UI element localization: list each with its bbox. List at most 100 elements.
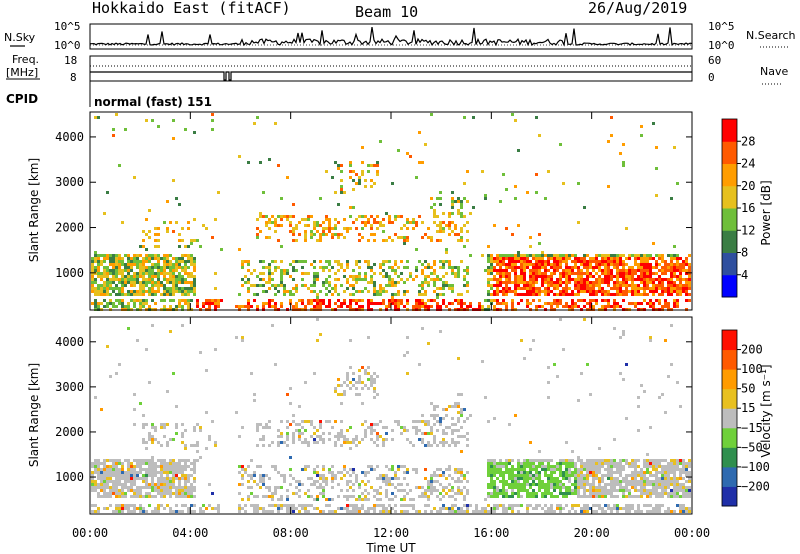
range-gate-cell (436, 468, 439, 471)
range-gate-cell (94, 299, 97, 302)
range-gate-cell (526, 287, 529, 290)
range-gate-cell (559, 468, 562, 471)
range-gate-cell (187, 510, 190, 513)
range-gate-cell (679, 474, 682, 477)
range-gate-cell (619, 489, 622, 492)
range-gate-cell (505, 492, 508, 495)
range-gate-cell (568, 471, 571, 474)
range-gate-cell (490, 462, 493, 465)
range-gate-cell (631, 287, 634, 290)
range-gate-cell (460, 293, 463, 296)
range-gate-cell (562, 495, 565, 498)
range-gate-cell (331, 471, 334, 474)
range-gate-cell (529, 441, 532, 444)
range-gate-cell (670, 293, 673, 296)
range-gate-cell (352, 206, 355, 209)
range-gate-cell (271, 324, 274, 327)
range-gate-cell (625, 284, 628, 287)
range-gate-cell (496, 507, 499, 510)
range-gate-cell (157, 269, 160, 272)
range-gate-cell (328, 290, 331, 293)
range-gate-cell (100, 474, 103, 477)
range-gate-cell (586, 504, 589, 507)
range-gate-cell (553, 257, 556, 260)
range-gate-cell (352, 293, 355, 296)
range-gate-cell (328, 263, 331, 266)
range-gate-cell (427, 420, 430, 423)
noise-tick-top-right: 10^5 (708, 20, 735, 33)
range-gate-cell (688, 284, 691, 287)
range-gate-cell (433, 507, 436, 510)
range-gate-cell (157, 257, 160, 260)
range-gate-cell (466, 221, 469, 224)
range-gate-cell (217, 302, 220, 305)
range-gate-cell (100, 468, 103, 471)
range-gate-cell (487, 284, 490, 287)
noise-tick-top-left: 10^5 (54, 20, 81, 33)
range-gate-cell (655, 260, 658, 263)
range-gate-cell (592, 480, 595, 483)
range-gate-cell (112, 480, 115, 483)
range-gate-cell (538, 275, 541, 278)
range-gate-cell (445, 486, 448, 489)
range-gate-cell (472, 206, 475, 209)
range-gate-cell (130, 281, 133, 284)
range-gate-cell (139, 486, 142, 489)
range-gate-cell (151, 426, 154, 429)
range-gate-cell (307, 302, 310, 305)
range-gate-cell (523, 474, 526, 477)
range-gate-cell (361, 290, 364, 293)
range-gate-cell (565, 272, 568, 275)
range-gate-cell (406, 429, 409, 432)
range-gate-cell (442, 275, 445, 278)
range-gate-cell (544, 269, 547, 272)
range-gate-cell (364, 179, 367, 182)
range-gate-cell (397, 275, 400, 278)
range-gate-cell (124, 284, 127, 287)
range-gate-cell (175, 465, 178, 468)
range-gate-cell (406, 504, 409, 507)
range-gate-cell (124, 281, 127, 284)
range-gate-cell (310, 420, 313, 423)
range-gate-cell (256, 429, 259, 432)
range-gate-cell (631, 272, 634, 275)
range-gate-cell (121, 465, 124, 468)
range-gate-cell (577, 474, 580, 477)
range-gate-cell (499, 200, 502, 203)
range-gate-cell (385, 465, 388, 468)
range-gate-cell (91, 281, 94, 284)
range-gate-cell (448, 474, 451, 477)
x-axis-ticks: 00:00 04:00 08:00 12:00 16:00 20:00 00:00 (72, 112, 710, 540)
range-gate-cell (277, 435, 280, 438)
range-gate-cell (409, 272, 412, 275)
range-gate-cell (517, 260, 520, 263)
range-gate-cell (595, 462, 598, 465)
range-gate-cell (352, 504, 355, 507)
range-gate-cell (583, 290, 586, 293)
range-gate-cell (247, 465, 250, 468)
range-gate-cell (418, 305, 421, 308)
range-gate-cell (550, 275, 553, 278)
range-gate-cell (688, 486, 691, 489)
range-gate-cell (535, 477, 538, 480)
range-gate-cell (250, 459, 253, 462)
range-gate-cell (136, 278, 139, 281)
range-gate-cell (541, 465, 544, 468)
range-gate-cell (544, 465, 547, 468)
range-gate-cell (151, 483, 154, 486)
range-gate-cell (577, 477, 580, 480)
range-gate-cell (412, 305, 415, 308)
range-gate-cell (577, 305, 580, 308)
range-gate-cell (508, 477, 511, 480)
range-gate-cell (613, 495, 616, 498)
range-gate-cell (661, 305, 664, 308)
range-gate-cell (367, 299, 370, 302)
range-gate-cell (133, 459, 136, 462)
range-gate-cell (130, 474, 133, 477)
range-gate-cell (544, 290, 547, 293)
range-gate-cell (511, 290, 514, 293)
range-gate-cell (118, 272, 121, 275)
range-gate-cell (109, 375, 112, 378)
range-gate-cell (628, 489, 631, 492)
range-gate-cell (316, 296, 319, 299)
